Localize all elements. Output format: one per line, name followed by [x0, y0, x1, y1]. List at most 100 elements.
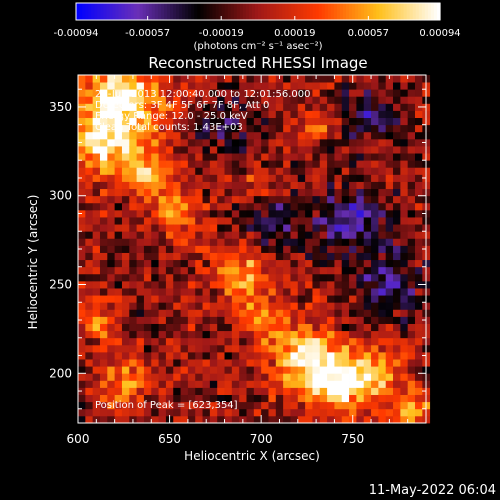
- heatmap-pixel: [283, 160, 291, 168]
- heatmap-pixel: [151, 202, 159, 211]
- colorbar-cell: [100, 3, 104, 20]
- heatmap-pixel: [327, 224, 335, 232]
- heatmap-pixel: [356, 181, 365, 190]
- heatmap-pixel: [407, 103, 416, 111]
- heatmap-pixel: [114, 273, 123, 282]
- heatmap-pixel: [407, 316, 416, 324]
- heatmap-pixel: [85, 209, 94, 218]
- heatmap-pixel: [305, 295, 313, 303]
- colorbar-cell: [173, 3, 177, 20]
- heatmap-pixel: [400, 273, 409, 282]
- heatmap-pixel: [246, 280, 255, 289]
- heatmap-pixel: [202, 366, 211, 374]
- heatmap-pixel: [180, 96, 189, 104]
- heatmap-pixel: [173, 160, 181, 168]
- heatmap-pixel: [85, 380, 94, 388]
- heatmap-pixel: [239, 138, 247, 147]
- colorbar-cell: [342, 3, 347, 20]
- heatmap-pixel: [187, 288, 196, 296]
- heatmap-pixel: [224, 366, 233, 374]
- heatmap-pixel: [312, 288, 321, 296]
- heatmap-pixel: [173, 110, 181, 119]
- heatmap-pixel: [415, 131, 423, 140]
- heatmap-pixel: [187, 181, 196, 190]
- colorbar-cell: [315, 3, 320, 20]
- heatmap-pixel: [312, 309, 321, 317]
- heatmap-pixel: [378, 401, 387, 410]
- heatmap-pixel: [363, 146, 372, 154]
- heatmap-pixel: [202, 245, 211, 253]
- heatmap-pixel: [158, 288, 167, 296]
- heatmap-pixel: [151, 344, 159, 353]
- heatmap-pixel: [209, 273, 218, 282]
- heatmap-pixel: [371, 380, 379, 388]
- heatmap-pixel: [231, 415, 240, 424]
- heatmap-pixel: [129, 96, 138, 104]
- heatmap-pixel: [327, 138, 335, 147]
- heatmap-pixel: [121, 337, 130, 346]
- heatmap-pixel: [180, 231, 189, 239]
- colorbar-cell: [248, 3, 253, 20]
- heatmap-pixel: [297, 337, 306, 346]
- heatmap-pixel: [393, 280, 401, 289]
- heatmap-pixel: [363, 103, 372, 111]
- heatmap-pixel: [224, 323, 233, 332]
- heatmap-pixel: [312, 351, 321, 360]
- heatmap-pixel: [327, 181, 335, 190]
- colorbar-cell: [312, 3, 317, 20]
- heatmap-pixel: [224, 82, 233, 90]
- heatmap-pixel: [371, 288, 379, 296]
- heatmap-pixel: [305, 181, 313, 190]
- heatmap-pixel: [151, 238, 159, 246]
- heatmap-pixel: [378, 188, 387, 197]
- heatmap-pixel: [407, 82, 416, 90]
- heatmap-pixel: [136, 117, 145, 126]
- heatmap-pixel: [371, 415, 379, 424]
- heatmap-pixel: [334, 280, 343, 289]
- annotation-energy-range: Energy Range: 12.0 - 25.0 keV: [95, 111, 248, 122]
- heatmap-pixel: [378, 138, 387, 147]
- heatmap-pixel: [158, 110, 167, 119]
- heatmap-pixel: [341, 394, 350, 403]
- heatmap-pixel: [187, 330, 196, 339]
- heatmap-pixel: [195, 174, 203, 182]
- heatmap-pixel: [385, 288, 394, 296]
- heatmap-pixel: [231, 344, 240, 353]
- heatmap-pixel: [268, 238, 277, 246]
- colorbar-cell: [394, 3, 399, 20]
- heatmap-pixel: [327, 415, 335, 424]
- heatmap-pixel: [129, 380, 138, 388]
- colorbar-cell: [258, 3, 262, 20]
- heatmap-pixel: [202, 181, 211, 190]
- heatmap-pixel: [180, 181, 189, 190]
- heatmap-pixel: [268, 117, 277, 126]
- heatmap-pixel: [334, 124, 343, 133]
- heatmap-pixel: [253, 103, 262, 111]
- heatmap-pixel: [261, 117, 269, 126]
- heatmap-pixel: [239, 309, 247, 317]
- heatmap-pixel: [217, 266, 225, 275]
- heatmap-pixel: [158, 351, 167, 360]
- heatmap-pixel: [297, 330, 306, 339]
- heatmap-pixel: [385, 316, 394, 324]
- heatmap-pixel: [151, 273, 159, 282]
- heatmap-pixel: [114, 401, 123, 410]
- heatmap-pixel: [327, 153, 335, 161]
- heatmap-pixel: [107, 401, 116, 410]
- heatmap-pixel: [85, 160, 94, 168]
- heatmap-pixel: [78, 330, 86, 339]
- heatmap-pixel: [371, 217, 379, 225]
- heatmap-pixel: [217, 359, 225, 367]
- heatmap-pixel: [231, 245, 240, 253]
- heatmap-pixel: [129, 302, 138, 310]
- heatmap-pixel: [297, 380, 306, 388]
- heatmap-pixel: [121, 75, 130, 83]
- heatmap-pixel: [349, 302, 357, 310]
- heatmap-pixel: [114, 238, 123, 246]
- heatmap-pixel: [165, 131, 174, 140]
- heatmap-pixel: [319, 408, 328, 417]
- heatmap-pixel: [319, 138, 328, 147]
- heatmap-pixel: [334, 174, 343, 182]
- heatmap-pixel: [209, 280, 218, 289]
- heatmap-pixel: [363, 124, 372, 133]
